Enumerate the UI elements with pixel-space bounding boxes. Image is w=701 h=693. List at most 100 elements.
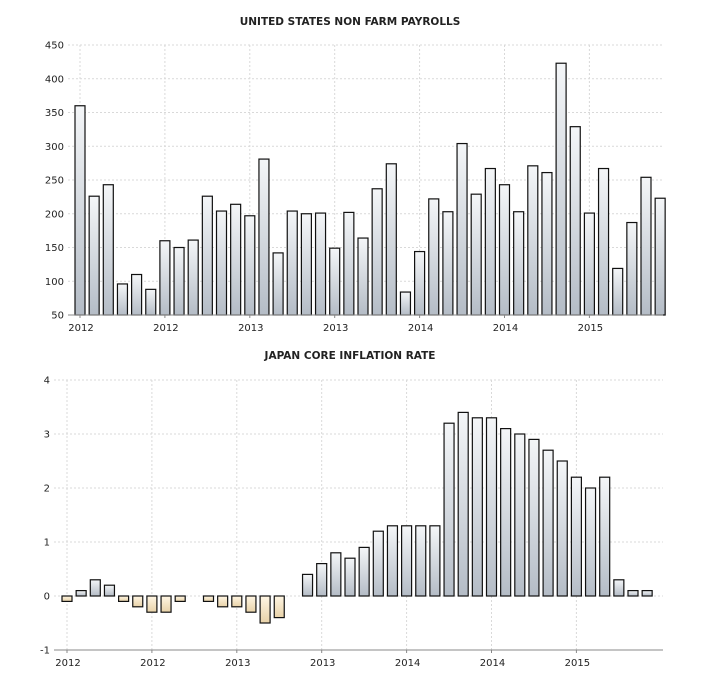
payrolls-bar [102,184,114,316]
inflation-bar [259,595,271,624]
payrolls-ytick-label: 250 [45,176,64,187]
payrolls-xtick-label: 2012 [153,323,178,334]
payrolls-bar [513,211,525,316]
payrolls-chart: UNITED STATES NON FARM PAYROLLS 50 100 150… [45,16,666,334]
inflation-ytick-label: 4 [44,376,50,387]
payrolls-bar [456,142,468,316]
payrolls-bar [314,212,327,316]
inflation-xtick-label: 2012 [55,658,80,669]
inflation-bar [132,595,144,608]
payrolls-bar [442,211,454,316]
payrolls-bar [286,210,298,316]
payrolls-bar [399,291,412,316]
inflation-bar [429,525,441,597]
payrolls-bar [145,288,157,316]
payrolls-bar [131,273,143,316]
payrolls-bar [498,184,511,316]
inflation-ytick-label: 0 [44,592,50,603]
payrolls-bar [527,165,539,316]
payrolls-bar [343,211,355,316]
payrolls-bar [555,62,567,316]
inflation-chart-title: JAPAN CORE INFLATION RATE [264,350,436,362]
inflation-bar [301,573,314,597]
inflation-bar [117,595,130,603]
inflation-bar [570,476,583,597]
inflation-bar [174,595,186,603]
inflation-bar [613,579,625,597]
payrolls-bar [583,212,596,316]
payrolls-bar [385,163,397,316]
inflation-bar [202,595,215,603]
inflation-bar [103,584,116,597]
inflation-bar [641,589,653,597]
payrolls-bar [484,167,496,316]
payrolls-bar [74,105,86,316]
payrolls-bar [470,193,482,316]
payrolls-bar [626,221,638,316]
payrolls-bar [414,250,426,316]
payrolls-bar [173,246,185,316]
inflation-bar [245,595,257,613]
inflation-bar [528,438,540,597]
inflation-bar [61,595,73,603]
inflation-bar [344,557,356,597]
payrolls-bar [272,252,284,316]
payrolls-y-axis: 50 100 150 200 250 300 350 400 450 [45,41,64,322]
payrolls-bar [215,210,228,316]
payrolls-ytick-label: 450 [45,41,64,52]
inflation-bar [471,417,483,597]
payrolls-ytick-label: 50 [51,311,64,322]
inflation-bar [146,595,158,613]
payrolls-bar [640,176,652,316]
inflation-bar [372,530,384,597]
inflation-xtick-label: 2013 [225,658,250,669]
inflation-bar [330,552,342,597]
payrolls-bar [258,158,270,316]
payrolls-ytick-label: 100 [45,277,64,288]
payrolls-xtick-label: 2013 [238,323,263,334]
payrolls-ytick-label: 150 [45,243,64,254]
inflation-bar [75,589,87,597]
payrolls-bar [159,240,171,316]
payrolls-xtick-label: 2013 [323,323,348,334]
inflation-xtick-label: 2014 [480,658,505,669]
inflation-bar [401,525,413,597]
payrolls-bars [74,62,666,316]
payrolls-bar [187,239,199,316]
payrolls-bar [569,126,581,316]
inflation-bar [273,595,285,619]
payrolls-xtick-label: 2014 [408,323,433,334]
inflation-bar [160,595,172,613]
payrolls-bar [428,198,440,316]
inflation-bar [542,449,554,597]
inflation-bar [231,595,243,608]
inflation-xtick-label: 2014 [395,658,420,669]
payrolls-ytick-label: 400 [45,74,64,85]
payrolls-bar [612,267,624,316]
inflation-bar [415,525,427,597]
inflation-bar [500,428,512,597]
inflation-bar [457,411,469,597]
inflation-xtick-label: 2012 [140,658,165,669]
inflation-bar [514,433,526,597]
inflation-y-axis: -1 0 1 2 3 4 [40,376,50,657]
inflation-x-axis: 2012 2012 2013 2013 2014 2014 2015 [54,649,663,669]
payrolls-bar [541,171,553,316]
payrolls-bar [88,195,100,316]
inflation-xtick-label: 2013 [310,658,335,669]
payrolls-bar [244,215,256,316]
payrolls-xtick-label: 2014 [493,323,518,334]
inflation-ytick-label: 2 [44,484,50,495]
inflation-bar [627,589,639,597]
payrolls-bar [230,203,242,316]
inflation-ytick-label: 3 [44,430,50,441]
inflation-bar [443,422,455,597]
inflation-bar [358,546,370,597]
inflation-bar [556,460,568,597]
inflation-bar [599,476,611,597]
payrolls-x-axis: 2012 2012 2013 2013 2014 2014 2015 [68,314,663,334]
payrolls-ytick-label: 350 [45,108,64,119]
inflation-ytick-label: 1 [44,538,50,549]
inflation-bar [316,562,328,597]
